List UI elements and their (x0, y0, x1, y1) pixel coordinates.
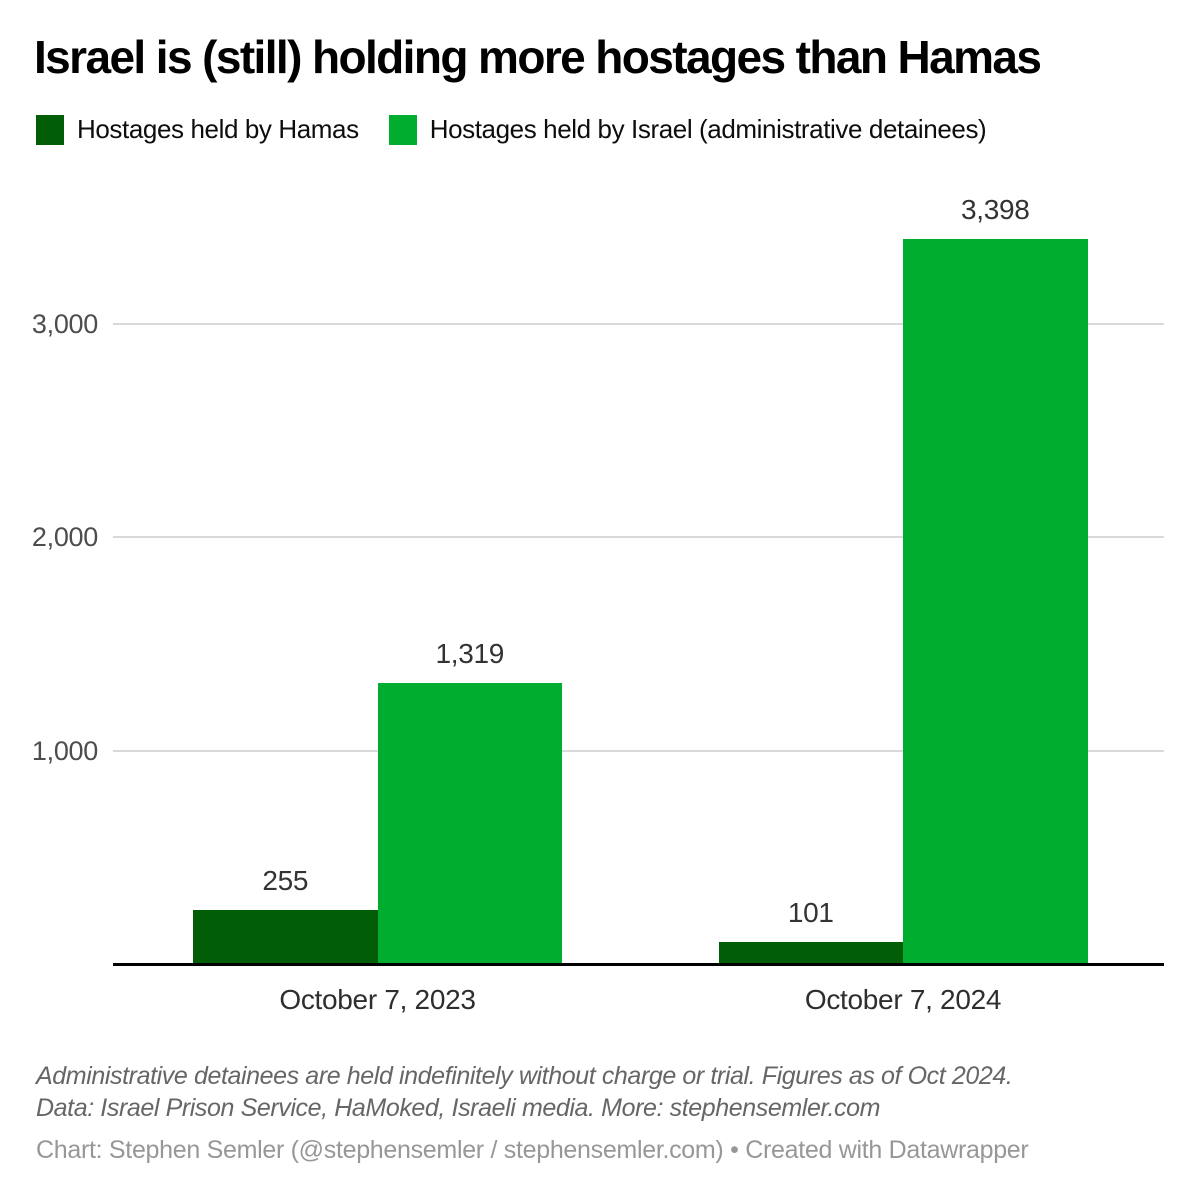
legend-item-hamas: Hostages held by Hamas (36, 114, 359, 145)
value-label-israel-2024: 3,398 (960, 194, 1030, 226)
x-axis-category-label-2024: October 7, 2024 (804, 984, 1002, 1015)
bar-israel-2023 (377, 682, 562, 964)
gridline-2000 (113, 536, 1164, 539)
footnote-line-2: Data: Israel Prison Service, HaMoked, Is… (36, 1094, 881, 1122)
bar-hamas-2024 (718, 942, 903, 964)
value-label-hamas-2024: 101 (787, 897, 834, 929)
legend-swatch-israel-icon (388, 114, 417, 145)
footnote: Administrative detainees are held indefi… (36, 1060, 1176, 1124)
y-axis-tick-label-1000: 1,000 (31, 735, 98, 766)
bar-israel-2024 (903, 239, 1088, 964)
bar-hamas-2023 (193, 909, 378, 964)
gridline-3000 (113, 323, 1164, 326)
legend: Hostages held by Hamas Hostages held by … (36, 114, 987, 145)
x-axis-line (113, 963, 1164, 966)
legend-item-israel: Hostages held by Israel (administrative … (388, 114, 987, 145)
value-label-hamas-2023: 255 (262, 864, 309, 896)
legend-label-israel: Hostages held by Israel (administrative … (429, 114, 987, 144)
legend-label-hamas: Hostages held by Hamas (77, 114, 359, 144)
y-axis-tick-label-3000: 3,000 (31, 309, 98, 340)
y-axis-tick-label-2000: 2,000 (31, 522, 98, 553)
chart-title: Israel is (still) holding more hostages … (34, 31, 1042, 83)
x-axis-category-label-2023: October 7, 2023 (279, 984, 476, 1015)
legend-swatch-hamas-icon (36, 114, 64, 145)
attribution: Chart: Stephen Semler (@stephensemler / … (36, 1136, 1029, 1164)
value-label-israel-2023: 1,319 (435, 637, 505, 669)
footnote-line-1: Administrative detainees are held indefi… (36, 1062, 1013, 1090)
gridline-1000 (113, 749, 1164, 752)
